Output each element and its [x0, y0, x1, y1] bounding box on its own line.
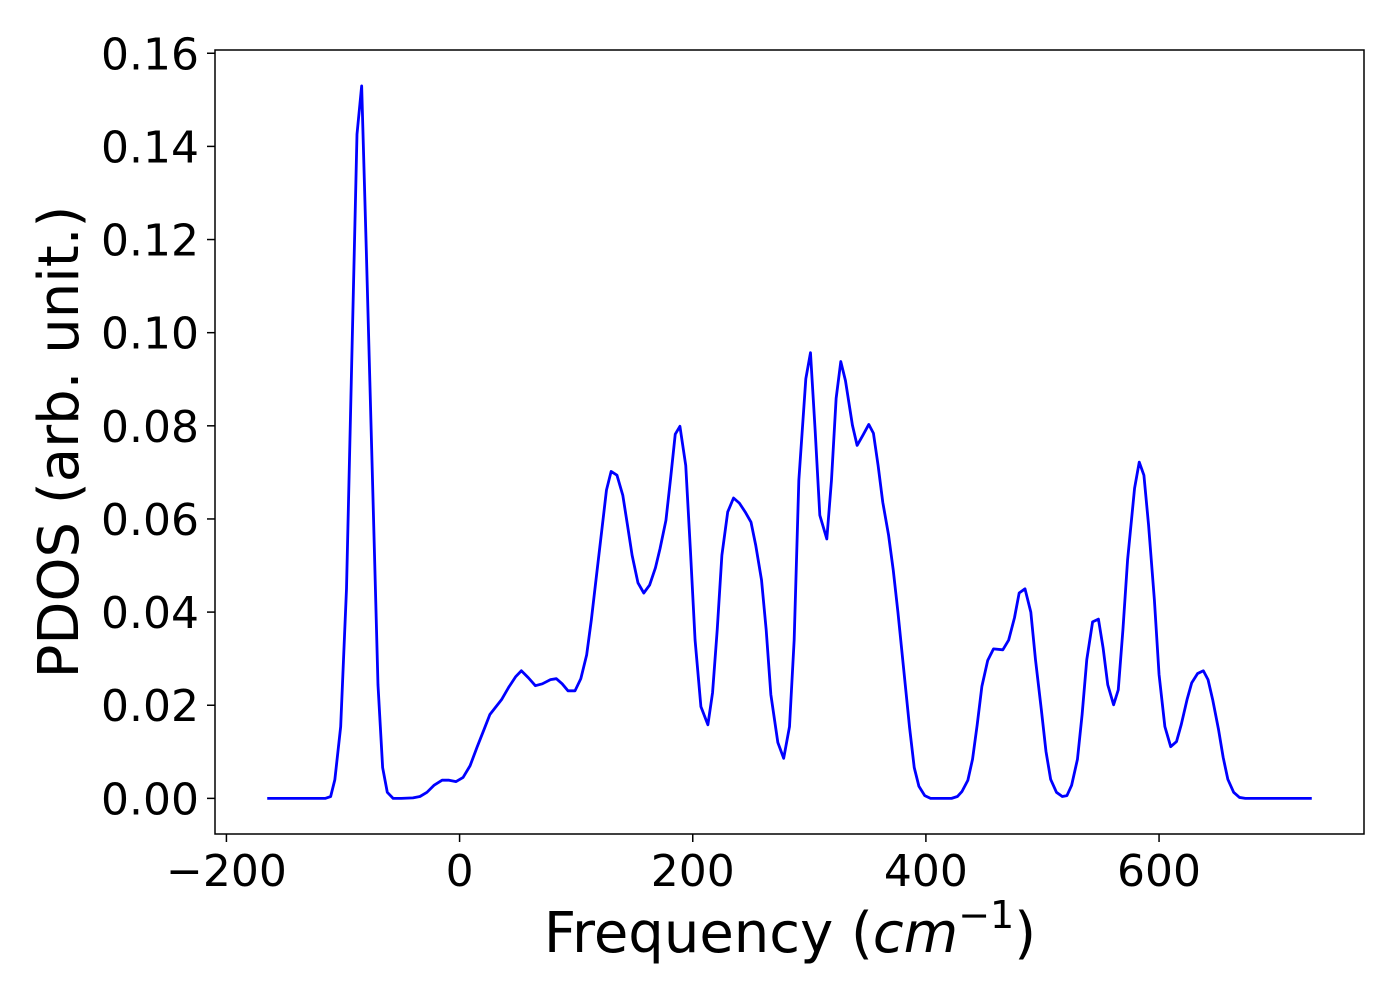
- x-label-math: cm: [873, 901, 958, 966]
- x-tick-label: 0: [446, 846, 474, 897]
- y-axis-label: PDOS (arb. unit.): [27, 206, 92, 679]
- y-tick-label: 0.14: [101, 122, 199, 173]
- y-tick-label: 0.02: [101, 681, 199, 732]
- y-tick-label: 0.06: [101, 495, 199, 546]
- x-tick-label: −200: [166, 846, 287, 897]
- y-tick-label: 0.04: [101, 588, 199, 639]
- plot-frame: [214, 49, 1365, 835]
- x-axis-label: Frequency (cm−1): [544, 893, 1036, 966]
- y-tick-label: 0.12: [101, 216, 199, 267]
- data-line: [267, 84, 1312, 800]
- x-tick-label: 400: [884, 846, 968, 897]
- x-tick-label: 600: [1117, 846, 1201, 897]
- y-tick-label: 0.16: [101, 29, 199, 80]
- y-tick-label: 0.08: [101, 402, 199, 453]
- x-label-close: ): [1014, 901, 1036, 966]
- y-tick-label: 0.00: [101, 774, 199, 825]
- x-label-sup: −1: [958, 893, 1014, 937]
- y-tick-label: 0.10: [101, 309, 199, 360]
- x-label-text: Frequency (: [544, 901, 873, 966]
- x-tick-label: 200: [651, 846, 735, 897]
